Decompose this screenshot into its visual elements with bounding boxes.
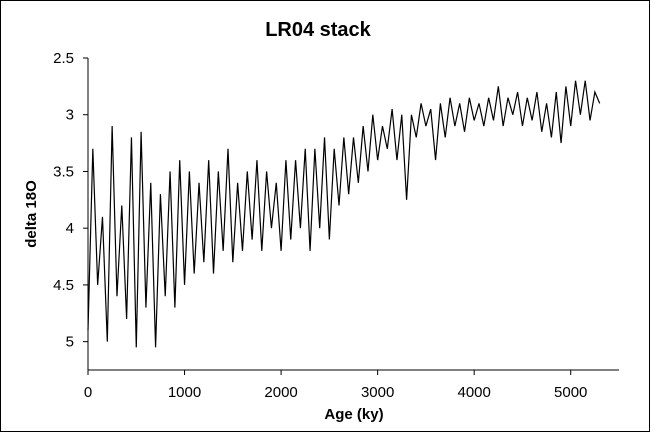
x-axis-label: Age (ky) [324,406,383,423]
x-tick-label: 0 [84,384,92,401]
y-tick-label: 2.5 [53,50,74,67]
x-tick-label: 4000 [457,384,490,401]
y-tick-label: 5 [66,334,74,351]
x-tick-label: 1000 [168,384,201,401]
x-tick-label: 2000 [264,384,297,401]
y-tick-label: 3.5 [53,163,74,180]
data-line [87,80,601,348]
x-tick-label: 3000 [361,384,394,401]
chart-title: LR04 stack [265,19,371,41]
y-axis-label: delta 18O [23,180,40,248]
x-tick-label: 5000 [554,384,587,401]
y-tick-label: 4 [66,220,74,237]
y-tick-label: 4.5 [53,277,74,294]
y-tick-label: 3 [66,107,74,124]
